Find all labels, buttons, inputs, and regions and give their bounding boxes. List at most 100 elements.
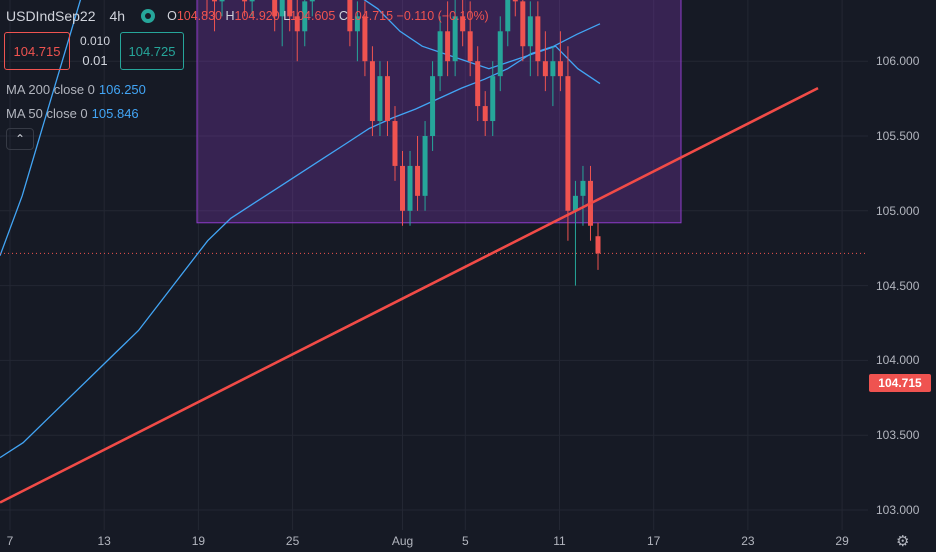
ma200-value: 106.250 [98,82,146,97]
candle [482,91,488,136]
candle [309,0,315,17]
ma50-label: MA 50 close 0 [6,106,88,121]
candle-body [520,1,526,47]
ohlc-values: O104.830 H104.920 L104.605 C104.715 −0.1… [167,9,489,23]
candle [206,0,208,17]
candle-body [475,61,481,107]
time-tick-label: Aug [391,534,414,548]
candle-body [212,0,218,2]
price-tick-label: 105.000 [876,203,920,218]
candle [557,31,563,92]
spread-quantity: 0.010 0.01 [74,32,116,70]
candle [354,1,360,62]
candle [392,106,398,181]
candle-body [512,0,518,2]
settings-gear-icon[interactable]: ⚙ [896,533,910,550]
candle [437,16,443,92]
candle-body [460,16,466,32]
candle-body [279,0,285,17]
buy-button[interactable]: 104.725 [120,32,184,70]
symbol-name[interactable]: USDIndSep22 [6,8,96,24]
candle [505,0,511,47]
candle-body [294,16,300,32]
candle [490,61,496,136]
candle [272,0,278,32]
price-tick-label: 105.500 [876,129,920,143]
candle [467,1,473,77]
candle-body [595,236,601,254]
price-tick-label: 104.500 [876,278,920,293]
quantity-value[interactable]: 0.01 [82,53,108,68]
candle-body [535,16,541,62]
candle-body [392,121,398,166]
candle-body [415,165,421,196]
price-tick-label: 104.000 [876,353,920,368]
ma50-value: 105.846 [91,106,139,121]
candle-body [445,31,451,62]
candle [520,0,526,62]
candle [580,165,586,226]
time-tick-label: 25 [285,534,300,548]
candle-body [542,61,548,77]
ma200-legend[interactable]: MA 200 close 0 106.250 [6,82,146,97]
candle-body [557,61,563,77]
candle-body [497,31,503,77]
candle-body [467,31,473,62]
candle [497,16,503,92]
candle [407,150,413,226]
candle [242,0,248,17]
last-price-tag: 104.715 [869,374,931,392]
candle-body [580,180,586,196]
candle-body [572,195,578,211]
candle [475,46,481,122]
ma50-legend[interactable]: MA 50 close 0 105.846 [6,106,139,121]
candle-body [384,76,390,122]
candle [550,46,556,107]
sell-button[interactable]: 104.715 [4,32,70,70]
candle-body [287,0,293,17]
candle [377,61,383,136]
candle-body [249,0,255,2]
candle [512,0,518,17]
candle [542,31,548,92]
candle [219,0,225,17]
candle [347,0,353,47]
time-tick-label: 19 [191,534,206,548]
candle-body [219,0,225,2]
time-tick-label: 13 [97,534,111,548]
candle [445,1,451,77]
candle [287,0,293,32]
candle [535,1,541,77]
candle-body [482,106,488,122]
candle-body [490,76,496,122]
candle-body [309,0,315,2]
candle [212,0,218,32]
candlestick-series [206,0,601,286]
candle [294,0,300,62]
candle-body [422,136,428,196]
candle [430,61,436,151]
spread-value: 0.010 [79,34,111,48]
time-tick-label: 11 [553,534,566,548]
trendlines [0,86,819,504]
close-value: 104.715 [347,9,394,23]
collapse-legend-button[interactable]: ⌃ [6,128,34,150]
candle [249,0,255,17]
candle [400,150,406,226]
time-tick-label: 5 [461,534,469,548]
symbol-legend: USDIndSep22 4h O104.830 H104.920 L104.60… [6,8,489,24]
candle-body [505,0,511,32]
interval-label[interactable]: 4h [109,8,126,24]
candle-body [550,61,556,77]
candle-body [527,16,533,47]
candle [452,0,458,77]
candle-body [369,61,375,122]
time-tick-label: 29 [835,534,849,548]
low-value: 104.605 [290,9,336,23]
candle-body [354,16,360,32]
change-value: −0.110 (−0.10%) [396,9,489,23]
open-value: 104.830 [176,9,223,23]
candle-body [377,76,383,122]
candle-body [452,16,458,62]
